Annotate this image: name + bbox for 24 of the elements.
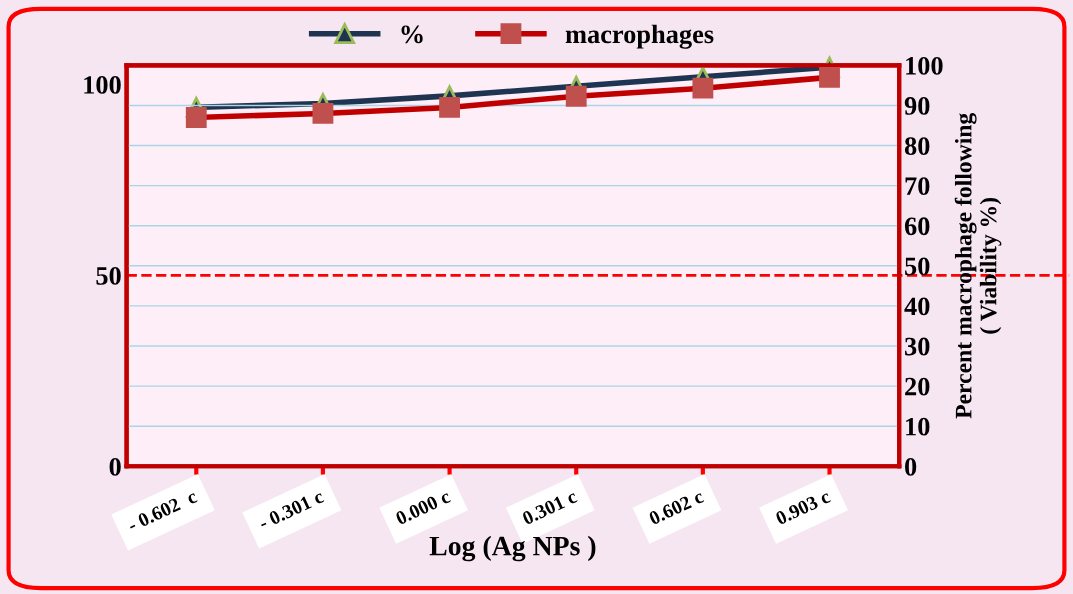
y-tick-label: 0 [109, 457, 121, 476]
x-tick-label: - 0.301 c [257, 489, 325, 531]
y2-tick-label: 0 [905, 457, 917, 476]
x-tick-label: 0.903 c [774, 489, 832, 526]
y2-tick-label: 40 [904, 297, 930, 316]
y2-tick-label: 20 [905, 377, 930, 396]
y-tick-label: 50 [96, 266, 121, 285]
y2-tick-label: 70 [905, 177, 930, 196]
x-tick-label: - 0.602 c [126, 489, 198, 533]
legend-label: macrophages [565, 24, 714, 49]
y2-tick-label: 50 [905, 257, 930, 276]
y-tick-label: 100 [84, 76, 121, 94]
x-tick-label: 0.000 c [394, 489, 452, 526]
x-tick-label: 0.602 c [648, 489, 705, 526]
y2-tick-label: 10 [906, 417, 930, 436]
y2-tick-label: 80 [904, 137, 930, 155]
y2-tick-label: 60 [904, 217, 930, 236]
y2-tick-label: 100 [906, 56, 943, 75]
y2-tick-label: 30 [905, 337, 930, 356]
x-axis-title: Log (Ag NPs ) [429, 535, 596, 562]
y2-axis-title: Percent macrophage following ( Viability %) [954, 113, 1002, 419]
x-tick-label: 0.301 c [521, 489, 578, 526]
legend-label: % [401, 25, 423, 44]
y2-tick-label: 90 [904, 97, 930, 115]
